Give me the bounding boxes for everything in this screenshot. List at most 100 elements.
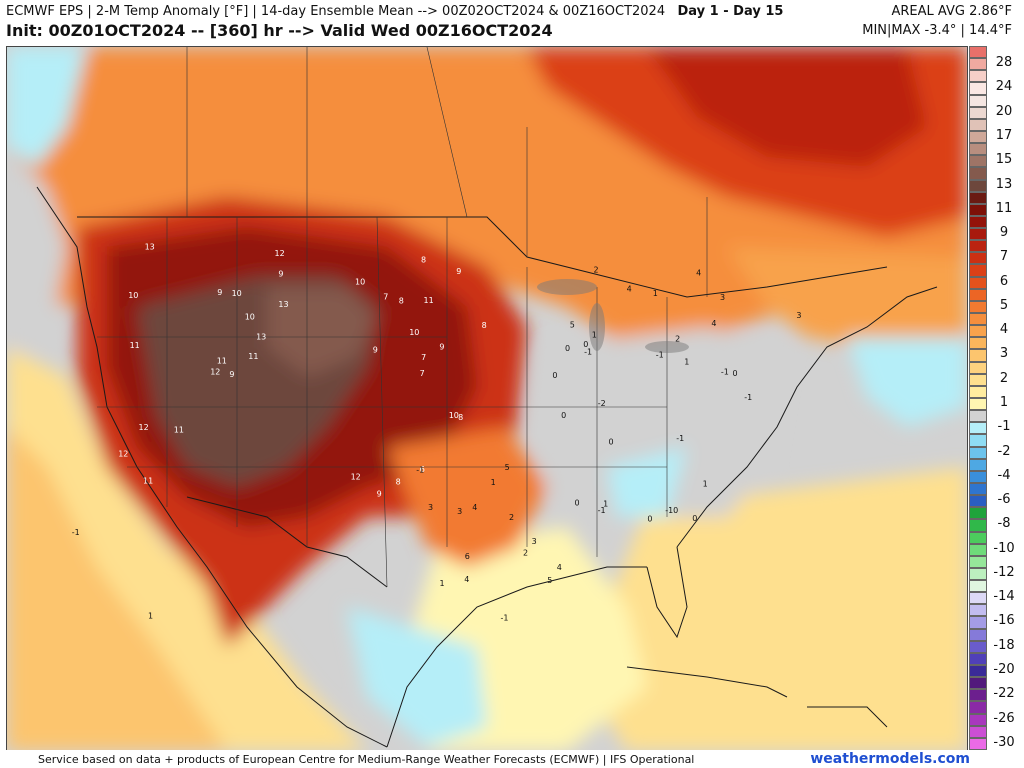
us-brown-core — [267, 287, 377, 377]
west-coast — [36, 186, 388, 748]
legend-swatch — [969, 640, 987, 653]
map-value-label: 0 — [692, 514, 697, 523]
legend-swatch — [969, 737, 987, 750]
map-value-label: 1 — [440, 579, 445, 588]
map-value-label: 8 — [458, 413, 463, 422]
legend-label: -2 — [997, 443, 1011, 459]
us-canada-border — [77, 216, 888, 298]
legend-swatch — [969, 458, 987, 471]
site-link[interactable]: weathermodels.com — [810, 751, 970, 767]
legend-label: 11 — [995, 200, 1013, 216]
map-value-label: 12 — [118, 450, 128, 459]
state-lines — [97, 216, 668, 588]
map-value-label: 3 — [457, 507, 462, 516]
min-max: MIN|MAX -3.4° | 14.4°F — [862, 23, 1012, 38]
hispaniola — [807, 706, 888, 728]
legend-label: 2 — [999, 370, 1009, 386]
map-value-label: 3 — [796, 311, 801, 320]
map-value-label: 1 — [148, 612, 153, 621]
legend-swatch — [969, 58, 987, 71]
legend-swatch — [969, 155, 987, 168]
atlantic-blue — [847, 337, 967, 427]
legend-swatch — [969, 519, 987, 532]
map-value-label: 8 — [396, 478, 401, 487]
legend-label: -6 — [997, 492, 1011, 508]
map-value-label: 9 — [377, 489, 382, 498]
map-value-label: -1 — [72, 528, 80, 537]
legend-swatch — [969, 118, 987, 131]
map-value-label: 5 — [570, 321, 575, 330]
legend-swatch — [969, 652, 987, 666]
map-value-label: 4 — [696, 269, 701, 278]
map-value-label: 1 — [703, 480, 708, 489]
areal-average: AREAL AVG 2.86°F — [891, 4, 1013, 19]
legend-label: 5 — [999, 297, 1009, 313]
legend-swatch — [969, 240, 987, 253]
legend-swatch — [969, 567, 987, 581]
map-value-label: 3 — [532, 537, 537, 546]
legend-swatch — [969, 203, 987, 216]
legend-swatch — [969, 167, 987, 180]
map-value-label: 0 — [609, 438, 614, 447]
map-value-label: 10 — [409, 328, 419, 337]
map-value-label: 1 — [491, 478, 496, 487]
legend-swatch — [969, 143, 987, 156]
map-value-label: 8 — [482, 321, 487, 330]
map-value-label: 7 — [420, 369, 425, 378]
legend-label: 15 — [995, 152, 1013, 168]
map-value-label: 4 — [627, 284, 632, 293]
pacific-light — [7, 427, 227, 751]
map-value-label: 4 — [464, 575, 469, 584]
gulf-coast — [386, 566, 647, 748]
legend-swatch — [969, 543, 987, 556]
legend-swatch — [969, 264, 987, 277]
legend-swatch — [969, 385, 987, 398]
legend-swatch — [969, 46, 987, 59]
title-line-2: Init: 00Z01OCT2024 -- [360] hr --> Valid… — [6, 21, 553, 40]
florida — [646, 546, 688, 639]
legend-label: -20 — [993, 662, 1015, 678]
map-value-label: 2 — [509, 513, 514, 522]
legend-label: -12 — [993, 564, 1015, 580]
map-value-label: -1 — [598, 506, 606, 515]
map-value-label: 10 — [245, 313, 255, 322]
map-value-label: -1 — [416, 466, 424, 475]
legend-label: -16 — [993, 613, 1015, 629]
header: ECMWF EPS | 2-M Temp Anomaly [°F] | 14-d… — [0, 0, 1024, 44]
map-value-label: -1 — [501, 614, 509, 623]
legend-swatch — [969, 288, 987, 301]
legend-swatch — [969, 191, 987, 204]
map-value-label: -1 — [584, 348, 592, 357]
map-value-label: 0 — [575, 499, 580, 508]
title-prefix: ECMWF EPS | 2-M Temp Anomaly [°F] | 14-d… — [6, 4, 666, 19]
map-value-label: 5 — [547, 576, 552, 585]
map-value-label: 7 — [421, 353, 426, 362]
legend-swatch — [969, 70, 987, 83]
map-value-label: -1 — [744, 393, 752, 402]
legend-label: -18 — [993, 637, 1015, 653]
legend-swatch — [969, 677, 987, 690]
map-value-label: 1 — [653, 289, 658, 298]
map-value-label: 1 — [684, 357, 689, 366]
legend-swatch — [969, 349, 987, 362]
lake-erie — [645, 341, 689, 353]
map-value-label: 2 — [675, 334, 680, 343]
legend-label: 13 — [995, 176, 1013, 192]
legend-swatch — [969, 628, 987, 641]
map-value-label: 3 — [720, 293, 725, 302]
lakes — [537, 279, 689, 353]
map-value-label: 9 — [229, 370, 234, 379]
map-value-label: 12 — [275, 249, 285, 258]
anomaly-map: 9 10 11 12 13 11 12 10 9 11 13 12 11 10 12 13 11 9 10 12 10 9… — [6, 46, 968, 752]
legend-swatch — [969, 555, 987, 568]
legend-label: 17 — [995, 127, 1013, 143]
anomaly-shading — [7, 47, 967, 751]
map-value-label: -2 — [598, 399, 606, 408]
map-value-label: 6 — [420, 465, 425, 474]
hudson-darkred — [647, 47, 927, 167]
map-value-label: 3 — [428, 503, 433, 512]
map-value-label: 0 — [565, 344, 570, 353]
map-value-label: 5 — [505, 463, 510, 472]
map-value-label: 2 — [523, 549, 528, 558]
south-orange — [387, 427, 547, 567]
